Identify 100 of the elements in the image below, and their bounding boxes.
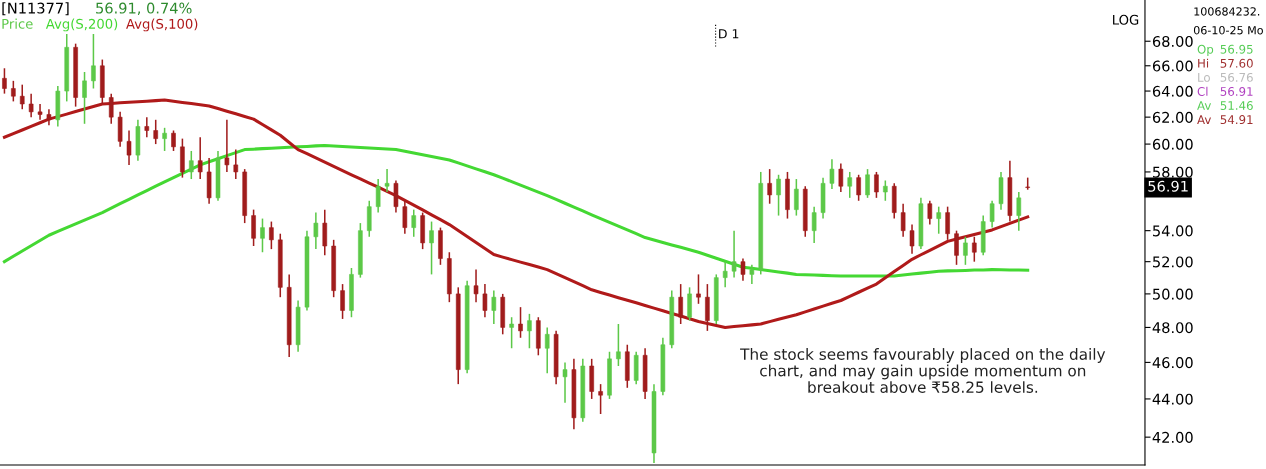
y-tick-label: 66.00 — [1152, 60, 1193, 72]
candlestick — [411, 208, 417, 238]
candlestick — [402, 200, 408, 235]
candlestick — [705, 283, 710, 332]
text: LOG — [1113, 14, 1139, 25]
candlestick — [847, 171, 853, 199]
y-tick-label: 46.00 — [1152, 357, 1193, 369]
text: 56.91 — [1148, 180, 1188, 192]
chart-subtitle: 56.91, 0.74% — [96, 2, 192, 16]
candlestick — [518, 306, 523, 339]
candlestick — [11, 80, 16, 103]
text: Price — [2, 18, 33, 29]
candlestick — [696, 273, 701, 305]
text: 06-10-25 Mo — [1193, 25, 1263, 35]
candlestick — [482, 283, 488, 318]
y-tick-label: 54.00 — [1153, 225, 1193, 237]
candlestick — [794, 178, 799, 217]
candlestick — [874, 171, 879, 199]
candlestick — [954, 229, 959, 266]
candlestick — [936, 205, 941, 235]
candlestick — [740, 257, 746, 282]
candlestick — [945, 205, 950, 241]
candlestick — [313, 211, 319, 250]
candlestick — [108, 92, 114, 125]
candlestick — [473, 268, 479, 303]
candlestick — [322, 208, 328, 257]
candlestick — [375, 178, 381, 214]
candlestick — [776, 174, 781, 217]
text: Avg(S,100) — [126, 18, 198, 32]
annotation: The stock seems favourably placed on the daily chart, and may gain upside momentum on breakout above ₹58.25 levels. — [740, 348, 1106, 393]
text: Avg(S,200) — [45, 18, 118, 32]
candlestick — [82, 71, 87, 125]
candlestick — [731, 229, 737, 279]
text: Av — [1197, 101, 1212, 110]
candlestick — [722, 260, 728, 289]
annotation: D 1 — [719, 29, 739, 39]
candlestick — [28, 92, 34, 118]
candlestick — [393, 179, 399, 214]
y-tick-label: 62.00 — [1152, 111, 1193, 123]
candlestick — [153, 119, 158, 145]
y-tick-label: 44.00 — [1152, 393, 1193, 405]
text: Lo — [1198, 73, 1210, 82]
y-tick-label: 52.00 — [1153, 256, 1193, 268]
text: 56.76 — [1220, 72, 1253, 82]
y-tick-label: 50.00 — [1153, 288, 1193, 300]
candlestick — [509, 316, 514, 350]
candlestick — [856, 174, 861, 202]
y-tick-label: 42.00 — [1152, 431, 1193, 443]
candlestick — [91, 33, 96, 90]
candlestick — [562, 361, 568, 404]
candlestick — [37, 103, 43, 121]
text: 57.60 — [1220, 58, 1253, 68]
candlestick — [19, 83, 25, 110]
chart-title: [N11377] — [2, 2, 69, 16]
candlestick — [909, 223, 915, 255]
candlestick — [144, 116, 150, 139]
candlestick — [678, 283, 683, 325]
candlestick — [251, 208, 256, 247]
candlestick — [598, 383, 603, 415]
candlestick — [491, 289, 497, 325]
text: 54.91 — [1220, 115, 1253, 125]
candlestick — [1016, 191, 1022, 232]
candlestick — [865, 168, 870, 199]
candlestick — [989, 200, 995, 229]
candlestick — [838, 162, 844, 193]
candlestick — [171, 129, 176, 152]
line-series — [2, 98, 1030, 329]
text: 51.46 — [1220, 101, 1253, 110]
candlestick — [900, 202, 906, 238]
candlestick — [544, 326, 550, 374]
candlestick — [829, 158, 835, 190]
candlestick — [429, 220, 434, 276]
candlestick — [233, 148, 239, 180]
y-tick-label: 68.00 — [1152, 35, 1193, 47]
y-tick-label: 60.00 — [1152, 138, 1193, 150]
candlestick — [883, 179, 888, 202]
candlestick — [224, 119, 230, 173]
candlestick — [811, 205, 817, 244]
candlestick — [767, 168, 772, 205]
text: 56.95 — [1220, 44, 1253, 54]
text: Cl — [1197, 86, 1208, 96]
line-series — [2, 143, 1030, 278]
text: Hi — [1198, 58, 1209, 68]
y-tick-label: 48.00 — [1152, 322, 1193, 334]
candlestick — [340, 283, 345, 320]
candlestick — [126, 129, 132, 166]
candlestick — [162, 127, 167, 152]
text: Av — [1197, 115, 1212, 124]
candlestick — [616, 323, 621, 367]
candlestick — [269, 220, 274, 250]
candlestick — [197, 136, 203, 180]
candlestick — [260, 217, 265, 254]
candlestick — [366, 200, 372, 238]
candlestick — [2, 67, 7, 95]
candlestick — [189, 150, 194, 180]
y-tick-label: 64.00 — [1152, 85, 1193, 97]
candlestick — [527, 313, 532, 350]
candlestick — [963, 236, 968, 266]
candlestick — [927, 200, 933, 226]
y-tick-label: 58.00 — [1153, 166, 1193, 178]
